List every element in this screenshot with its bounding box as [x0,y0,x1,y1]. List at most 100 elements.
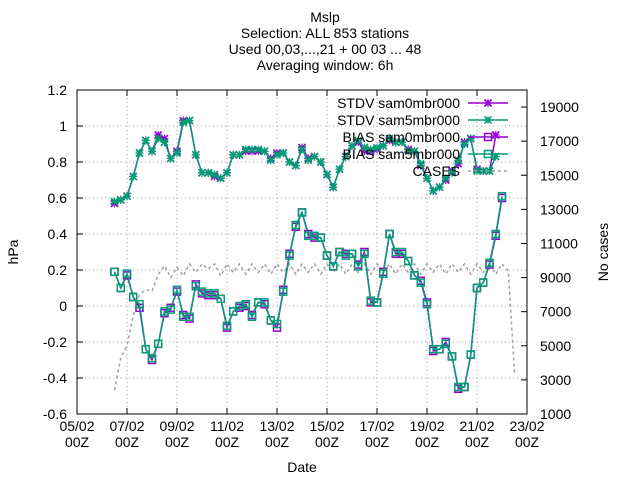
x-marker [129,172,138,181]
legend-label: BIAS sam5mbr000 [343,146,461,162]
x-marker [410,147,419,156]
square-marker [210,289,219,298]
square-marker [122,269,132,278]
y2-tick-label: 7000 [540,304,571,320]
chart-title-line-3: Used 00,03,...,21 + 00 03 ... 48 [229,41,422,57]
square-marker [222,321,232,331]
chart-title-line-1: Mslp [310,9,340,25]
x-marker [254,145,263,154]
x-marker [404,147,413,156]
x-marker [316,157,325,167]
x-marker [279,148,288,158]
x-marker [329,183,338,192]
y-tick-label: 0.8 [48,154,68,170]
x-marker [485,166,494,176]
square-marker [372,298,382,307]
square-marker [129,292,138,302]
x-marker [385,134,394,143]
x-marker [291,161,300,170]
legend-label: STDV sam0mbr000 [337,95,460,111]
square-marker [147,353,157,363]
square-marker [447,352,457,361]
square-marker [166,305,175,314]
x-marker [397,138,407,147]
square-marker [135,299,144,309]
x-tick-label-date: 11/02 [210,418,244,434]
x-marker [116,195,125,204]
x-tick-label-hour: 00Z [165,434,190,450]
square-marker [141,344,150,354]
x-marker [141,136,150,145]
x-tick-label-hour: 00Z [65,434,90,450]
square-marker [116,283,125,293]
legend-item: STDV sam5mbr000 [337,112,508,128]
x-marker [179,118,188,127]
square-marker [483,132,493,142]
x-marker [147,147,157,156]
y-tick-label: 0.2 [48,262,68,278]
legend-item: BIAS sam5mbr000 [343,146,508,162]
square-marker [110,267,119,277]
legend-item: BIAS sam0mbr000 [343,129,508,145]
x-marker [379,141,388,150]
y2-tick-label: 19000 [540,99,579,115]
x-marker [454,156,463,165]
square-marker [329,262,338,271]
square-marker [322,251,332,260]
x-marker [191,150,200,159]
square-marker [285,251,294,260]
square-marker [216,294,225,304]
square-marker [441,339,450,349]
square-marker [154,339,163,349]
y-tick-label: 1 [59,118,67,134]
legend-label: BIAS sam0mbr000 [343,129,461,145]
y-tick-label: -0.4 [43,370,67,386]
x-tick-label-hour: 00Z [315,434,340,450]
y-tick-label: 0.6 [48,190,68,206]
x-marker [354,136,363,145]
legend-label: STDV sam5mbr000 [337,112,460,128]
y2-tick-label: 9000 [540,270,571,286]
x-tick-label-date: 13/02 [259,418,294,434]
series-line [113,197,503,390]
square-marker [479,278,488,287]
legend-item: STDV sam0mbr000 [337,95,508,111]
square-marker [416,278,425,287]
x-marker [483,115,493,125]
x-marker [429,186,438,195]
square-marker [491,229,500,239]
x-tick-label-date: 21/02 [459,418,494,434]
x-marker [297,145,307,154]
x-marker [447,168,457,177]
x-marker [204,168,213,177]
y2-tick-label: 3000 [540,372,571,388]
x-marker [285,157,294,167]
x-marker [422,174,432,183]
square-marker [497,191,507,201]
x-tick-label-date: 15/02 [309,418,344,434]
y2-tick-label: 17000 [540,133,579,149]
square-marker [279,287,288,296]
square-marker [260,298,269,307]
x-marker [304,156,313,165]
square-marker [172,285,182,295]
x-marker [491,130,500,140]
series-line [113,196,503,388]
legend-item: CASES [413,163,508,179]
x-tick-label-date: 07/02 [109,418,144,434]
x-tick-label-hour: 00Z [515,434,540,450]
square-marker [229,307,238,316]
axis-ticks: 05/0200Z07/0200Z09/0200Z11/0200Z13/0200Z… [43,82,579,450]
series-bias-sam0mbr000 [110,193,507,394]
x-tick-label-hour: 00Z [465,434,490,450]
y-tick-label: 0 [59,298,67,314]
square-marker [460,382,469,392]
x-axis-label: Date [287,459,317,475]
legend-label: CASES [413,163,460,179]
square-marker [404,256,413,266]
x-tick-label-date: 19/02 [409,418,444,434]
square-marker [397,247,407,257]
